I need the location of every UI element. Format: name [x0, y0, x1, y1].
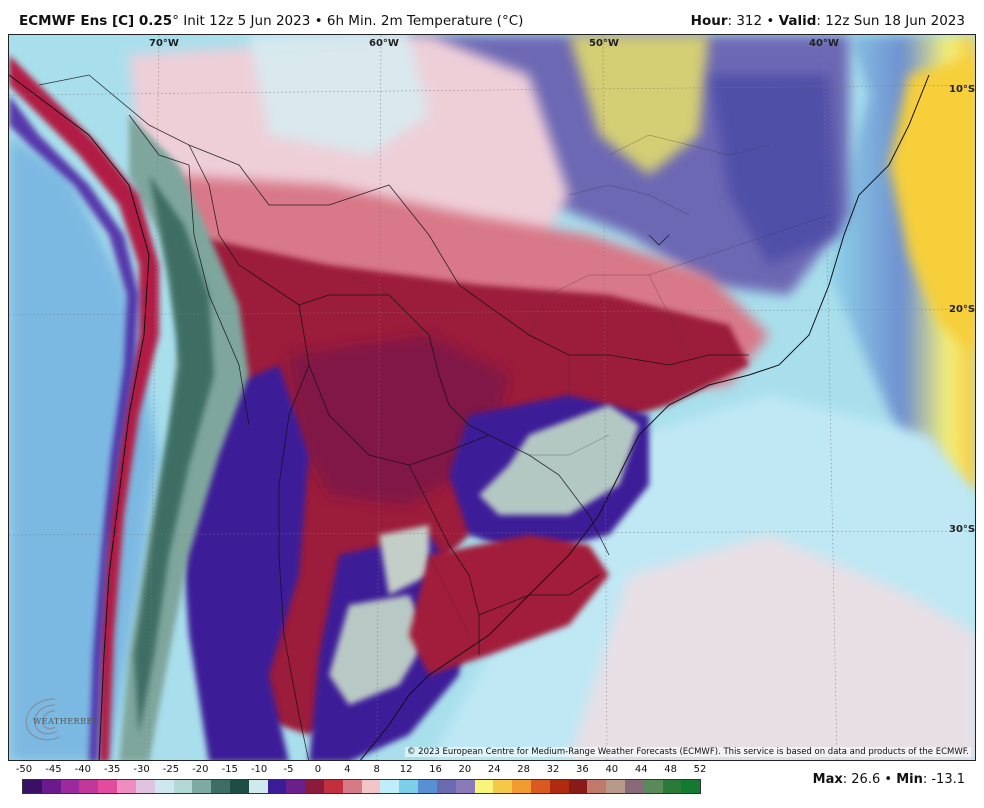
copyright-notice: © 2023 European Centre for Medium-Range … [404, 747, 971, 757]
legend-tick-label: -20 [192, 764, 209, 775]
field-name: 6h Min. 2m Temperature (°C) [326, 13, 524, 29]
legend-swatch [60, 780, 80, 793]
legend-swatch [211, 780, 230, 793]
color-legend: -50 -45 -40 -35 -30 -25 -20 -15 -10 -5 0 4 8 12 16 20 24… [16, 764, 706, 796]
hour-label: Hour [690, 13, 728, 29]
legend-swatch [380, 780, 400, 793]
legend-swatch [23, 780, 42, 793]
legend-swatch [625, 780, 644, 793]
legend-tick-label: -40 [74, 764, 91, 775]
legend-tick-label: 52 [693, 764, 707, 775]
legend-swatch [530, 780, 550, 793]
legend-swatch [361, 780, 381, 793]
legend-swatch [41, 780, 61, 793]
legend-swatch [606, 780, 625, 793]
legend-swatch [549, 780, 569, 793]
legend-tick-label: 20 [458, 764, 472, 775]
legend-swatch [662, 780, 682, 793]
legend-tick-label: -50 [15, 764, 33, 775]
legend-swatch [436, 780, 456, 793]
latitude-label-10s: 10°S [949, 84, 976, 95]
legend-swatch [643, 780, 663, 793]
longitude-label-50w: 50°W [589, 38, 619, 49]
legend-swatch [79, 780, 99, 793]
legend-swatch [98, 780, 118, 793]
swirl-icon [25, 698, 60, 741]
temperature-map: 70°W 60°W 50°W 40°W 10°S 20°S 30°S WEATH… [8, 34, 976, 761]
legend-tick-label: 40 [605, 764, 619, 775]
legend-tick-label: 28 [517, 764, 531, 775]
legend-tick-label: 16 [429, 764, 442, 775]
legend-swatch [324, 780, 343, 793]
legend-swatch [117, 780, 136, 793]
legend-swatch [568, 780, 588, 793]
legend-tick-label: 8 [373, 764, 380, 775]
legend-swatch [681, 780, 701, 793]
legend-tick-label: -5 [283, 764, 294, 775]
legend-tick-label: -10 [250, 764, 268, 775]
legend-tick-label: -25 [162, 764, 180, 775]
model-name: ECMWF Ens [C] 0.25 [19, 13, 173, 29]
legend-tick-label: 48 [664, 764, 677, 775]
min-value: : -13.1 [922, 772, 965, 787]
legend-swatch [399, 780, 419, 793]
legend-tick-label: -30 [133, 764, 150, 775]
valid-label: Valid [778, 13, 817, 29]
valid-value: : 12z Sun 18 Jun 2023 [816, 13, 965, 29]
legend-swatch [455, 780, 475, 793]
legend-swatch [512, 780, 531, 793]
map-title: ECMWF Ens [C] 0.25° Init 12z 5 Jun 2023 … [19, 13, 524, 29]
longitude-label-60w: 60°W [369, 38, 399, 49]
legend-tick-label: -35 [104, 764, 121, 775]
logo-text: WEATHERBELL [33, 717, 105, 726]
init-time: Init 12z 5 Jun 2023 [183, 13, 311, 29]
legend-swatch [342, 780, 362, 793]
legend-swatch [229, 780, 249, 793]
legend-tick-label: 4 [344, 764, 351, 775]
legend-tick-label: 12 [399, 764, 413, 775]
legend-swatch [192, 780, 212, 793]
legend-swatch [418, 780, 437, 793]
forecast-time: Hour: 312 • Valid: 12z Sun 18 Jun 2023 [690, 13, 965, 29]
legend-tick-label: 36 [576, 764, 589, 775]
legend-swatch [305, 780, 324, 793]
legend-tick-label: -15 [221, 764, 238, 775]
latitude-label-30s: 30°S [949, 524, 976, 535]
legend-swatch [154, 780, 174, 793]
legend-swatch [173, 780, 193, 793]
legend-tick-label: 24 [487, 764, 501, 775]
longitude-label-70w: 70°W [149, 38, 179, 49]
legend-swatch [286, 780, 306, 793]
legend-swatch [493, 780, 513, 793]
legend-colorbar [22, 779, 701, 794]
legend-swatch [248, 780, 268, 793]
legend-swatch [587, 780, 607, 793]
legend-tick-label: 0 [314, 764, 322, 775]
legend-swatch [135, 780, 155, 793]
max-value: : 26.6 [842, 772, 881, 787]
map-canvas [9, 35, 975, 760]
legend-tick-label: 44 [634, 764, 648, 775]
map-header: ECMWF Ens [C] 0.25° Init 12z 5 Jun 2023 … [0, 0, 984, 34]
legend-swatch [267, 780, 287, 793]
max-label: Max [812, 772, 843, 787]
legend-tick-label: -45 [45, 764, 62, 775]
weatherbell-logo: WEATHERBELL [15, 693, 104, 749]
legend-tick-label: 32 [546, 764, 560, 775]
max-min-readout: Max: 26.6 • Min: -13.1 [812, 772, 965, 787]
hour-value: : 312 [727, 13, 763, 29]
min-label: Min [896, 772, 923, 787]
latitude-label-20s: 20°S [949, 304, 976, 315]
longitude-label-40w: 40°W [809, 38, 839, 49]
legend-swatch [474, 780, 494, 793]
